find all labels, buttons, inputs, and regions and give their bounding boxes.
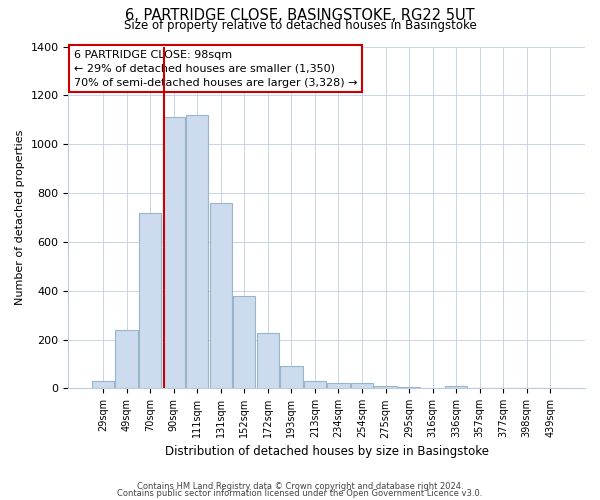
Bar — [233, 296, 256, 388]
Bar — [445, 386, 467, 388]
Text: Contains HM Land Registry data © Crown copyright and database right 2024.: Contains HM Land Registry data © Crown c… — [137, 482, 463, 491]
Text: Contains public sector information licensed under the Open Government Licence v3: Contains public sector information licen… — [118, 488, 482, 498]
Bar — [374, 386, 397, 388]
Bar — [257, 332, 279, 388]
Bar — [186, 115, 208, 388]
Y-axis label: Number of detached properties: Number of detached properties — [15, 130, 25, 305]
Text: 6, PARTRIDGE CLOSE, BASINGSTOKE, RG22 5UT: 6, PARTRIDGE CLOSE, BASINGSTOKE, RG22 5U… — [125, 8, 475, 22]
Bar — [327, 383, 350, 388]
Bar — [280, 366, 302, 388]
Text: Size of property relative to detached houses in Basingstoke: Size of property relative to detached ho… — [124, 18, 476, 32]
Bar — [139, 212, 161, 388]
Bar — [163, 118, 185, 388]
Bar — [209, 203, 232, 388]
Text: 6 PARTRIDGE CLOSE: 98sqm
← 29% of detached houses are smaller (1,350)
70% of sem: 6 PARTRIDGE CLOSE: 98sqm ← 29% of detach… — [74, 50, 357, 88]
X-axis label: Distribution of detached houses by size in Basingstoke: Distribution of detached houses by size … — [165, 444, 489, 458]
Bar — [351, 384, 373, 388]
Bar — [92, 382, 114, 388]
Bar — [304, 382, 326, 388]
Bar — [115, 330, 138, 388]
